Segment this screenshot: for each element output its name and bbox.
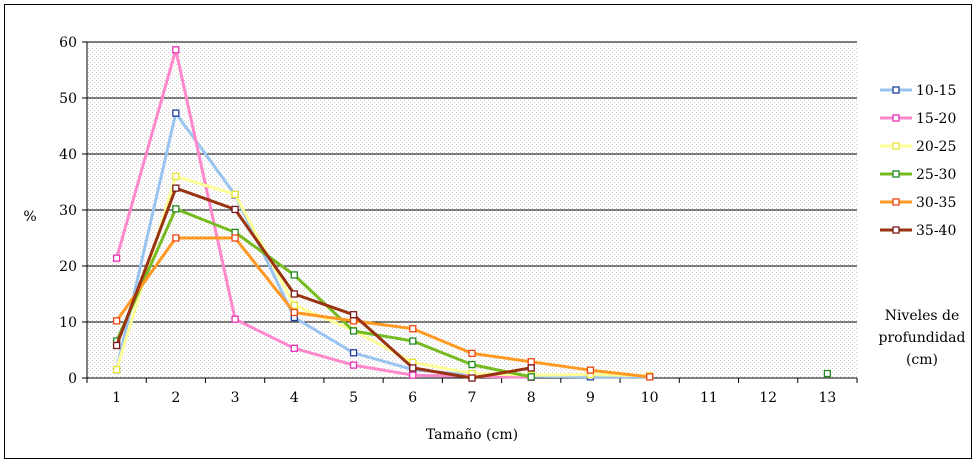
data-point [468, 374, 476, 382]
data-point [468, 349, 476, 358]
data-point [112, 254, 121, 262]
series-line [115, 236, 650, 379]
data-point [112, 365, 121, 374]
data-point [527, 364, 535, 372]
data-point [409, 337, 417, 345]
y-tick-label: 60 [59, 35, 77, 51]
x-tick-label: 8 [527, 390, 536, 406]
series-35-40 [112, 184, 535, 382]
legend-title-line-2: profundidad [878, 330, 965, 346]
legend-swatch-marker [892, 170, 900, 178]
legend-label: 10-15 [916, 83, 956, 99]
data-point [527, 358, 535, 366]
data-point [172, 205, 180, 213]
data-point [231, 315, 239, 323]
data-point [112, 341, 121, 350]
data-point [290, 308, 298, 317]
legend-swatch-marker [892, 142, 900, 150]
data-point [409, 371, 417, 379]
data-point [409, 364, 417, 372]
legend-swatch-marker [892, 198, 900, 206]
y-tick-label: 20 [59, 259, 77, 275]
legend-label: 15-20 [916, 111, 956, 127]
data-point [231, 190, 239, 198]
data-point [290, 290, 298, 298]
series-line [115, 174, 650, 378]
y-tick-label: 50 [59, 91, 77, 107]
series-line [115, 111, 650, 379]
x-tick-label: 3 [231, 390, 240, 406]
data-point [349, 317, 358, 325]
data-point [823, 369, 832, 378]
data-point [231, 234, 239, 242]
gridlines [87, 41, 857, 323]
data-point [172, 46, 180, 54]
x-tick-label: 6 [408, 390, 417, 406]
data-point [468, 360, 476, 369]
legend-item: 35-40 [880, 223, 956, 239]
legend-item: 15-20 [880, 111, 956, 127]
x-tick-label: 7 [468, 390, 477, 406]
data-point [172, 172, 180, 181]
x-tick-label: 11 [700, 390, 718, 406]
series-line [115, 186, 532, 380]
legend-swatch-marker [892, 226, 900, 234]
legend-swatch-marker [892, 86, 900, 94]
series-25-30 [112, 205, 832, 381]
data-point [290, 344, 298, 352]
x-axis-label: Tamaño (cm) [426, 427, 518, 443]
legend-label: 35-40 [916, 223, 956, 239]
data-point [586, 366, 595, 374]
data-point [172, 234, 180, 242]
legend-item: 20-25 [880, 139, 956, 155]
x-tick-label: 2 [171, 390, 180, 406]
x-tick-label: 10 [641, 390, 659, 406]
x-tick-label: 4 [290, 390, 299, 406]
legend-label: 20-25 [916, 139, 956, 155]
data-point [349, 349, 358, 357]
y-tick-label: 30 [59, 203, 77, 219]
legend-title-line-3: (cm) [906, 352, 938, 368]
data-point [409, 325, 417, 333]
legend-label: 30-35 [916, 195, 956, 211]
data-point [172, 109, 180, 117]
y-tick-label: 40 [59, 147, 77, 163]
data-point [349, 311, 358, 319]
legend-item: 25-30 [880, 167, 956, 183]
y-tick-label: 10 [59, 315, 77, 331]
legend-title: Niveles de profundidad (cm) [878, 308, 965, 368]
data-point [231, 205, 239, 214]
legend-title-line-1: Niveles de [885, 308, 960, 324]
x-tick-label: 9 [586, 390, 595, 406]
legend-label: 25-30 [916, 167, 956, 183]
data-point [112, 317, 121, 325]
data-point [349, 361, 358, 369]
x-tick-label: 13 [818, 390, 836, 406]
y-axis-label: % [23, 209, 36, 225]
x-tick-label: 5 [349, 390, 358, 406]
legend-swatch-marker [892, 114, 900, 122]
series-layer [112, 46, 832, 382]
data-point [290, 301, 298, 309]
x-tick-label: 1 [112, 390, 121, 406]
x-tick-label: 12 [759, 390, 777, 406]
data-point [290, 271, 298, 279]
series-30-35 [112, 234, 654, 381]
y-tick-label: 0 [68, 371, 77, 387]
legend-item: 10-15 [880, 83, 956, 99]
data-point [527, 373, 535, 381]
data-point [646, 373, 654, 381]
data-point [349, 327, 358, 335]
legend: 10-15 15-20 20-25 25-30 30-35 35-40 [880, 83, 956, 239]
legend-item: 30-35 [880, 195, 956, 211]
data-point [172, 184, 180, 192]
